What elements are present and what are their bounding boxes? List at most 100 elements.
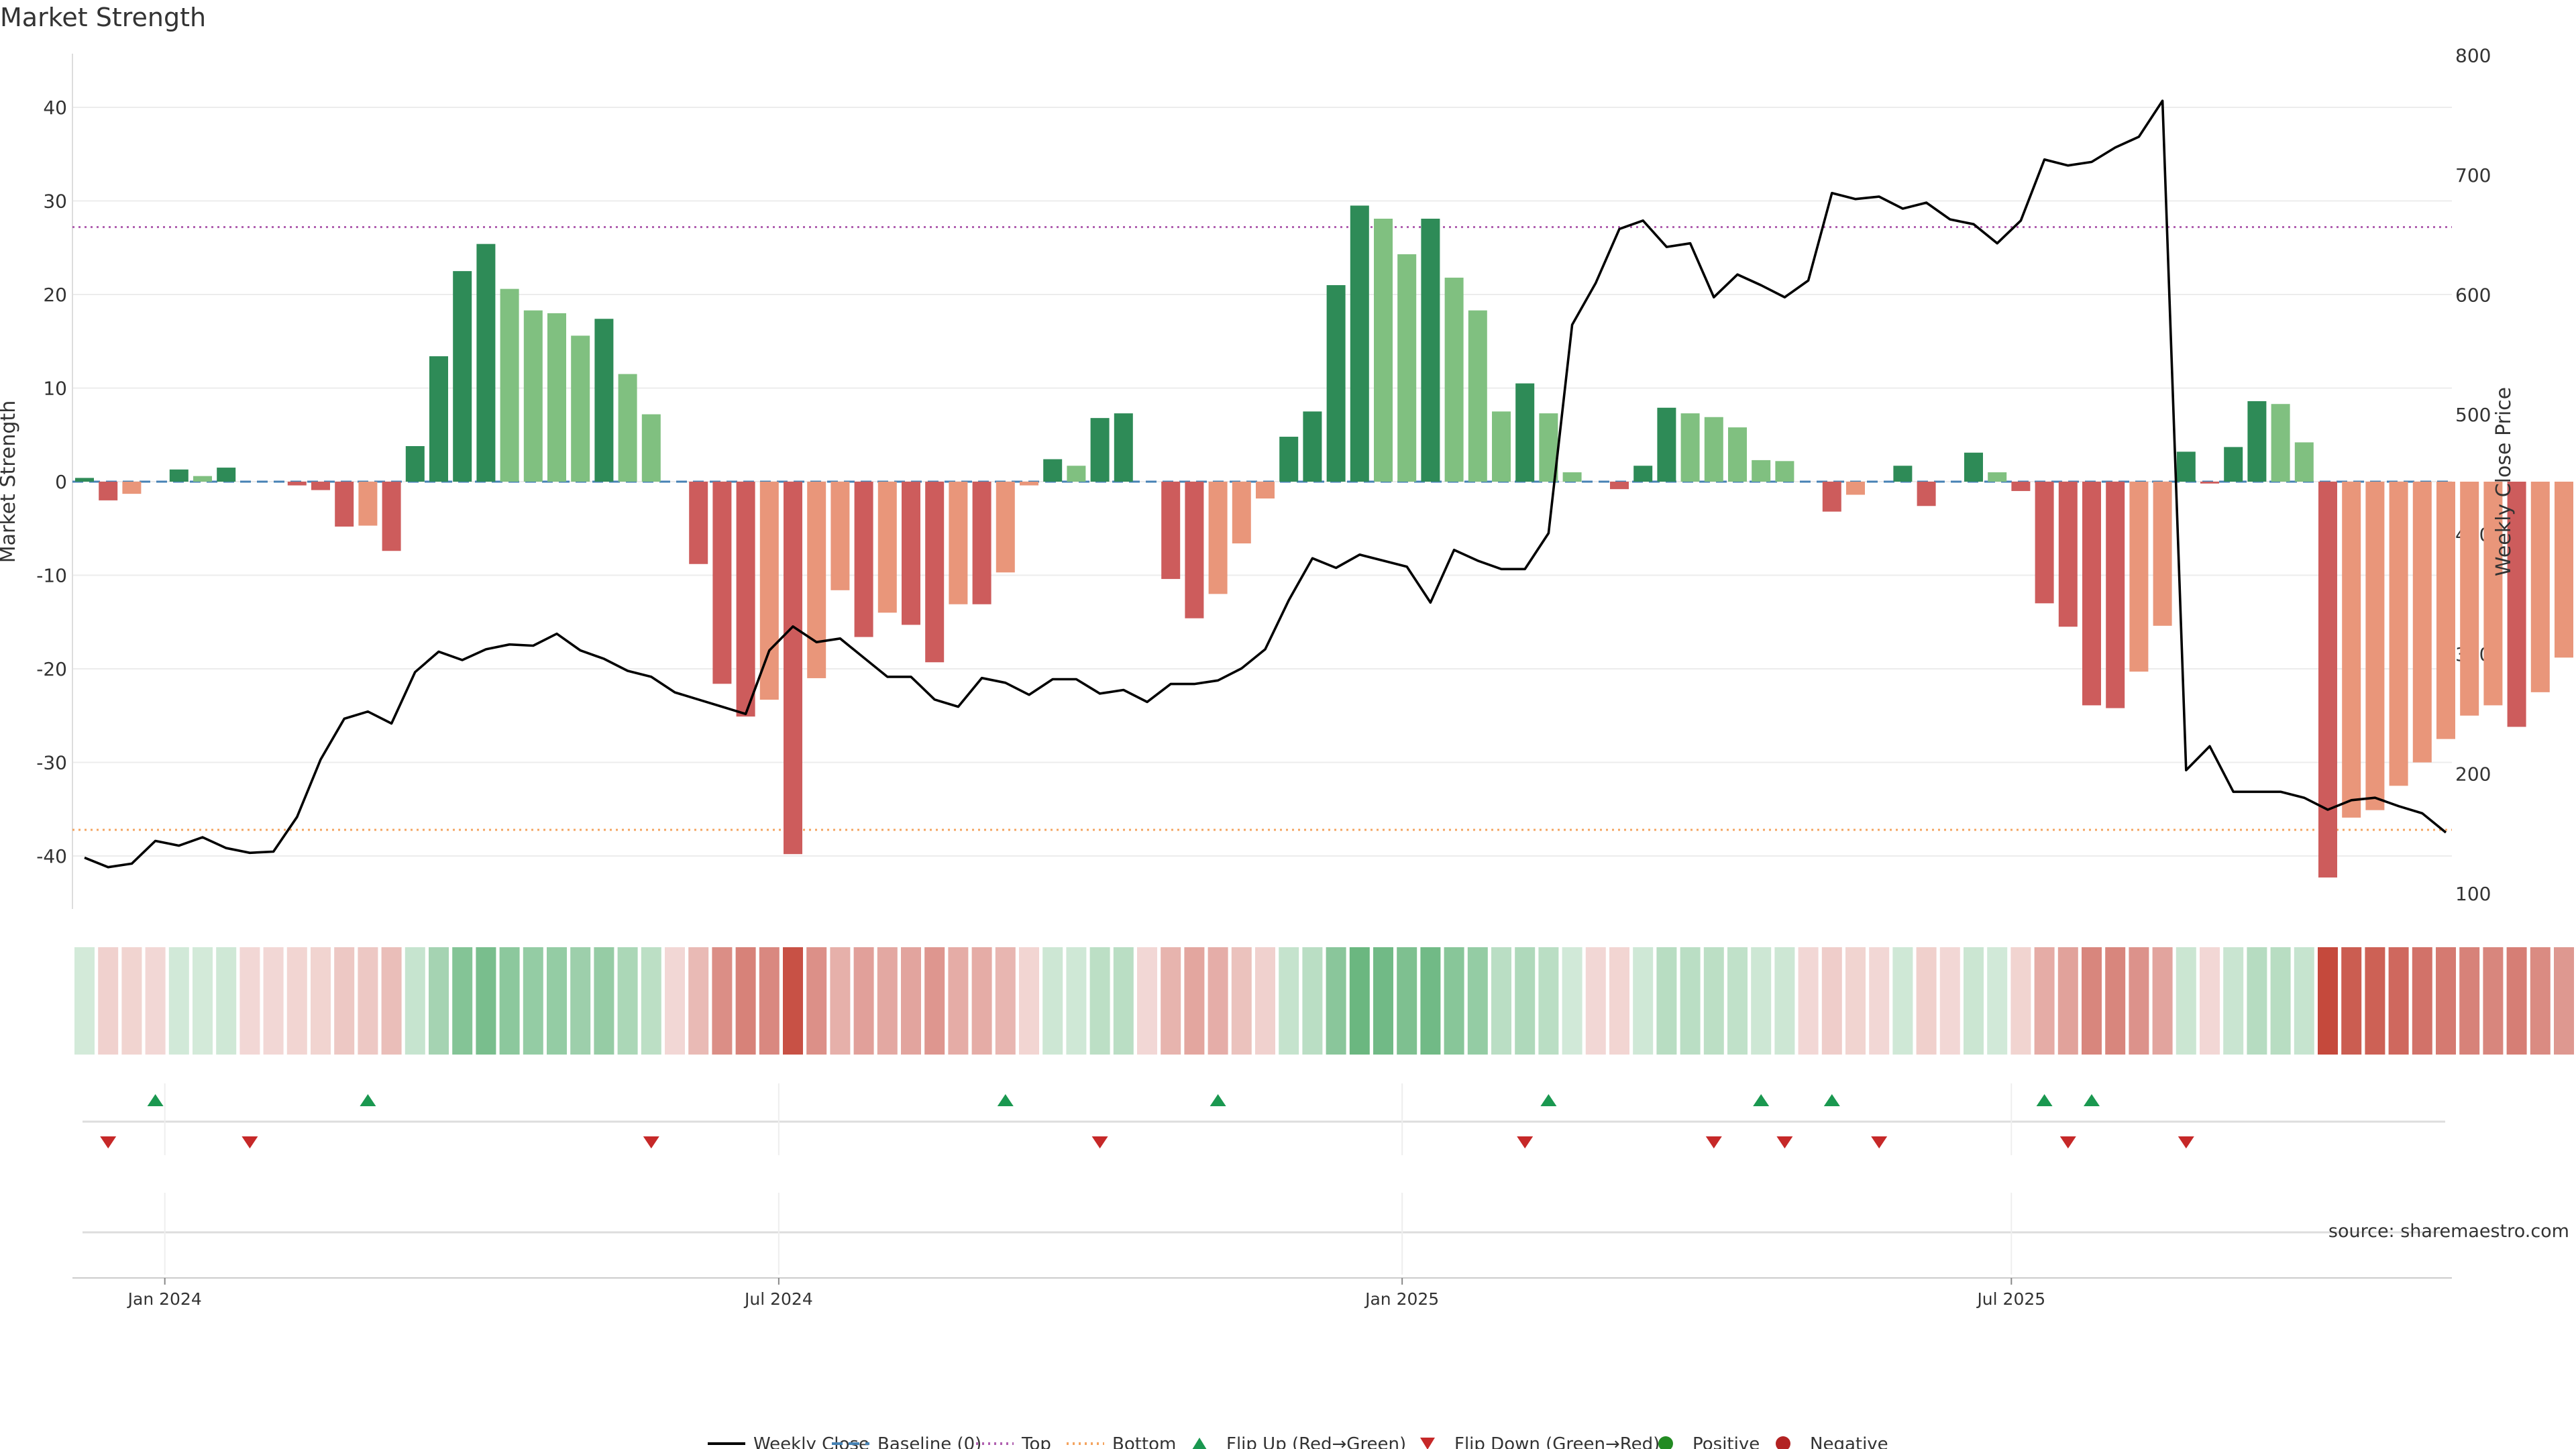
strength-bar xyxy=(1397,254,1417,482)
y-left-tick-label: 0 xyxy=(55,471,67,493)
heatmap-cell xyxy=(2436,947,2456,1055)
y-right-tick-label: 100 xyxy=(2455,883,2491,905)
strength-bar xyxy=(807,482,826,678)
strength-bar xyxy=(949,482,968,604)
legend-label: Top xyxy=(1021,1434,1051,1449)
heatmap-cell xyxy=(688,947,709,1055)
heatmap-cell xyxy=(2034,947,2055,1055)
strength-bar xyxy=(523,310,543,482)
heatmap-cell xyxy=(783,947,803,1055)
heatmap-cell xyxy=(1751,947,1772,1055)
strength-heatmap xyxy=(74,947,2574,1055)
heatmap-cell xyxy=(74,947,95,1055)
heatmap-cell xyxy=(1656,947,1677,1055)
heatmap-cell xyxy=(286,947,307,1055)
heatmap-cell xyxy=(1349,947,1370,1055)
strength-bar xyxy=(2176,451,2196,482)
legend-label: Baseline (0) xyxy=(877,1434,981,1449)
heatmap-cell xyxy=(2129,947,2149,1055)
heatmap-cell xyxy=(358,947,378,1055)
legend-item: Negative xyxy=(1776,1434,1888,1449)
strength-bar xyxy=(382,482,401,551)
strength-bar xyxy=(571,335,590,482)
heatmap-cell xyxy=(1845,947,1866,1055)
heatmap-cell xyxy=(1302,947,1323,1055)
heatmap-cell xyxy=(2200,947,2220,1055)
heatmap-cell xyxy=(547,947,567,1055)
heatmap-cell xyxy=(193,947,213,1055)
flip-down-marker xyxy=(1871,1136,1888,1148)
strength-bar xyxy=(759,482,779,700)
strength-bar xyxy=(1185,482,1204,619)
bottom-panel: Jan 2024 Jul 2024 Jan 2025 Jul 2025 xyxy=(72,1193,2452,1309)
heatmap-cell xyxy=(1680,947,1701,1055)
legend-label: Flip Down (Green→Red) xyxy=(1454,1434,1660,1449)
legend-swatch xyxy=(1658,1436,1673,1449)
strength-bar xyxy=(1492,411,1511,482)
flip-up-marker xyxy=(2084,1094,2100,1106)
flip-down-marker xyxy=(1517,1136,1534,1148)
strength-bar xyxy=(1917,482,1936,506)
strength-bar xyxy=(1610,482,1629,490)
flip-up-marker xyxy=(1823,1094,1840,1106)
strength-bar xyxy=(2460,482,2479,716)
heatmap-cell xyxy=(948,947,969,1055)
strength-bar xyxy=(1090,418,1110,482)
heatmap-cell xyxy=(1326,947,1346,1055)
heatmap-cell xyxy=(1184,947,1205,1055)
flip-down-marker xyxy=(2059,1136,2076,1148)
strength-bar xyxy=(1728,427,1747,482)
y-axis-right-label: Weekly Close Price xyxy=(2492,387,2516,576)
heatmap-cell xyxy=(98,947,119,1055)
strength-bar xyxy=(594,319,614,482)
heatmap-cell xyxy=(1089,947,1110,1055)
strength-bar xyxy=(1043,459,1063,482)
strength-bar xyxy=(1279,437,1299,482)
heatmap-cell xyxy=(216,947,237,1055)
legend: Weekly Close Baseline (0) Top Bottom Flip Up… xyxy=(708,1434,1888,1449)
heatmap-cell xyxy=(1633,947,1654,1055)
heatmap-cell xyxy=(617,947,638,1055)
legend-swatch xyxy=(1420,1438,1435,1449)
heatmap-cell xyxy=(806,947,827,1055)
strength-bar xyxy=(2247,401,2267,482)
strength-bar xyxy=(2271,404,2290,482)
heatmap-cell xyxy=(594,947,614,1055)
heatmap-cell xyxy=(2223,947,2244,1055)
x-tick-label: Jan 2024 xyxy=(127,1289,202,1309)
flip-down-marker xyxy=(241,1136,258,1148)
strength-bar xyxy=(2058,482,2078,627)
strength-bar xyxy=(1468,310,1487,482)
strength-bar xyxy=(1326,285,1346,482)
strength-bar xyxy=(1374,219,1393,482)
strength-bar xyxy=(429,356,448,482)
heatmap-cell xyxy=(2365,947,2385,1055)
heatmap-cell xyxy=(1019,947,1039,1055)
flip-up-marker xyxy=(1540,1094,1557,1106)
heatmap-cell xyxy=(2294,947,2314,1055)
heatmap-cell xyxy=(1467,947,1488,1055)
strength-bar xyxy=(712,482,732,684)
heatmap-cell xyxy=(2247,947,2267,1055)
heatmap-cell xyxy=(1397,947,1417,1055)
x-tick-label: Jul 2025 xyxy=(1976,1289,2045,1309)
heatmap-cell xyxy=(1892,947,1913,1055)
x-tick-label: Jan 2025 xyxy=(1364,1289,1439,1309)
heatmap-cell xyxy=(1137,947,1157,1055)
strength-bar xyxy=(1208,482,1228,594)
strength-bar xyxy=(972,482,991,604)
strength-bar xyxy=(2412,482,2432,763)
strength-bar xyxy=(902,482,920,625)
heatmap-cell xyxy=(2483,947,2504,1055)
y-left-tick-label: 40 xyxy=(43,97,67,119)
strength-bar xyxy=(1232,482,1251,544)
strength-bar xyxy=(996,482,1015,573)
legend-item: Bottom xyxy=(1067,1434,1176,1449)
heatmap-cell xyxy=(1231,947,1252,1055)
strength-bar xyxy=(2436,482,2455,739)
strength-bar xyxy=(75,478,94,482)
strength-bar xyxy=(2342,482,2361,818)
heatmap-cell xyxy=(2341,947,2362,1055)
y-left-tick-label: 20 xyxy=(43,284,67,306)
